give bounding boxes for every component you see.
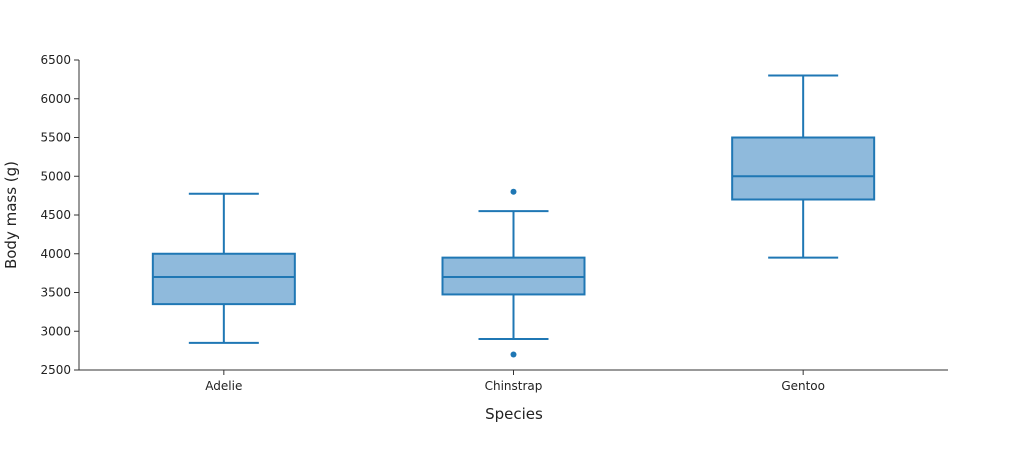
y-tick-label: 5000 — [40, 169, 71, 183]
x-tick-label: Gentoo — [781, 379, 825, 393]
x-tick-label: Adelie — [205, 379, 242, 393]
y-axis-title: Body mass (g) — [2, 161, 20, 269]
outlier-point — [510, 188, 517, 195]
y-tick-label: 4500 — [40, 208, 71, 222]
iqr-box — [731, 136, 876, 201]
y-tick-label: 6000 — [40, 92, 71, 106]
y-tick-label: 6500 — [40, 53, 71, 67]
box-gentoo — [731, 74, 876, 259]
x-axis-title: Species — [485, 405, 543, 423]
box-chinstrap — [441, 188, 586, 358]
y-tick-label: 3500 — [40, 286, 71, 300]
y-tick-label: 5500 — [40, 131, 71, 145]
y-axis: 2500 3000 3500 4000 4500 5000 5500 6000 6500 — [40, 53, 80, 377]
y-tick-label: 3000 — [40, 324, 71, 338]
y-tick-label: 2500 — [40, 363, 71, 377]
y-tick-label: 4000 — [40, 247, 71, 261]
outlier-point — [510, 351, 517, 358]
x-tick-label: Chinstrap — [485, 379, 543, 393]
plot-area — [151, 74, 876, 358]
box-adelie — [151, 192, 296, 344]
x-axis: Adelie Chinstrap Gentoo — [79, 369, 948, 393]
iqr-box — [151, 252, 296, 306]
